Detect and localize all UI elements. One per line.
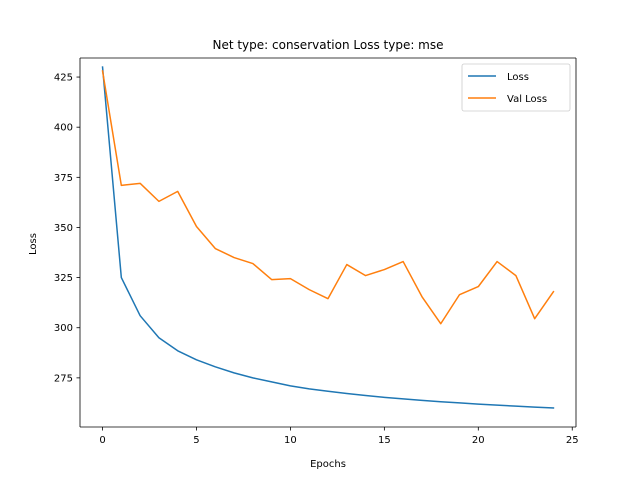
x-tick-label: 0 [99,435,105,446]
y-tick-label: 275 [54,373,73,384]
x-tick-label: 10 [284,435,297,446]
x-tick-label: 5 [193,435,199,446]
y-tick-label: 425 [54,73,73,84]
legend-label-1: Val Loss [507,94,547,105]
x-tick-label: 25 [566,435,579,446]
plot-area: 0 5 10 15 20 25 275 300 325 350 375 400 425 [54,57,579,446]
x-tick-label: 15 [378,435,391,446]
series-line-1 [101,70,555,325]
y-tick-label: 400 [54,123,73,134]
y-tick-label: 350 [54,223,73,234]
legend-label-0: Loss [507,72,529,83]
x-axis-label: Epochs [310,459,346,470]
series-line-0 [101,66,555,409]
y-tick-label: 300 [54,323,73,334]
y-tick-label: 325 [54,273,73,284]
x-tick-label: 20 [472,435,485,446]
y-axis-label: Loss [28,233,39,255]
y-tick-label: 375 [54,173,73,184]
legend: Loss Val Loss [461,63,571,112]
chart-title: Net type: conservation Loss type: mse [212,38,443,52]
